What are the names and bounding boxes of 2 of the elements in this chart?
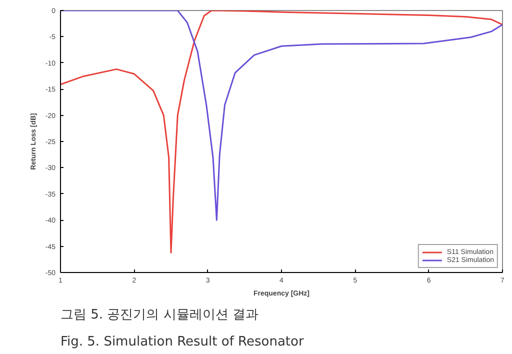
caption: Fig. 5. Simulation Result of Resonator [60,334,304,350]
caption: 그림 5. 공진기의 시뮬레이션 결과 [60,308,258,322]
